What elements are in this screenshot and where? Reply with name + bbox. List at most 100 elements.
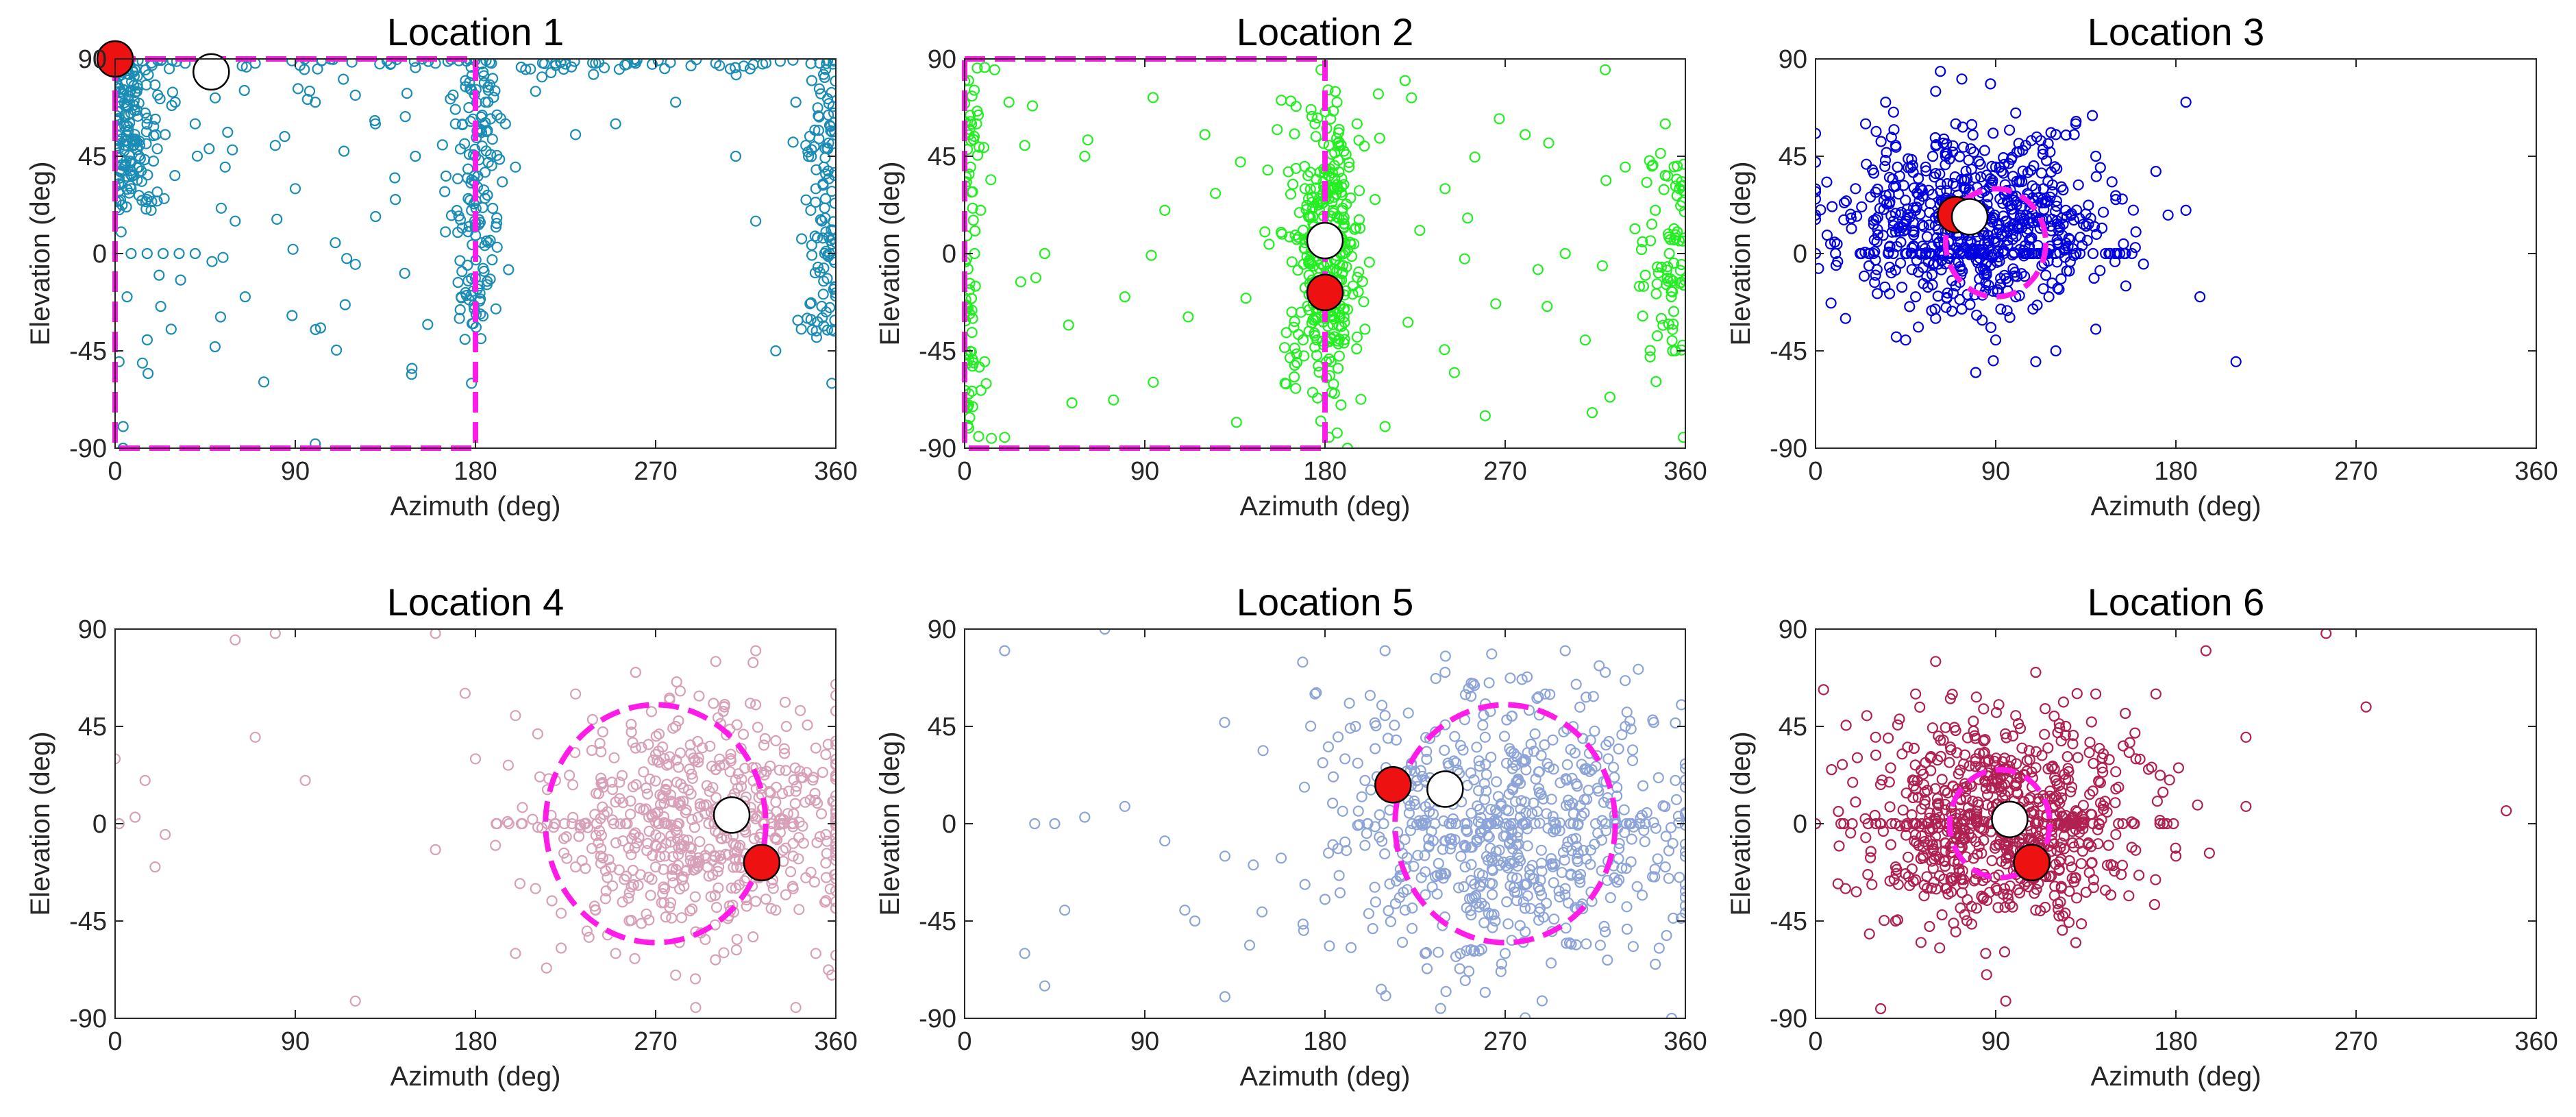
scatter-point xyxy=(2130,226,2142,238)
scatter-point xyxy=(1119,800,1130,812)
scatter-point xyxy=(149,113,161,125)
scatter-point xyxy=(1679,879,1685,890)
x-tick-label: 270 xyxy=(1483,457,1526,486)
scatter-point xyxy=(1500,860,1512,872)
x-tick-label: 90 xyxy=(1981,1027,2010,1056)
scatter-point xyxy=(828,216,836,228)
scatter-point xyxy=(787,850,799,862)
scatter-point xyxy=(2168,818,2179,830)
scatter-point xyxy=(660,911,671,923)
scatter-point xyxy=(1353,266,1365,278)
scatter-point xyxy=(830,844,836,855)
scatter-point xyxy=(752,722,764,733)
scatter-point xyxy=(656,842,667,854)
scatter-point xyxy=(1656,261,1668,273)
scatter-point xyxy=(1145,249,1157,261)
scatter-point xyxy=(1846,223,1857,234)
scatter-point xyxy=(314,322,326,334)
scatter-point xyxy=(1339,753,1351,765)
scatter-point xyxy=(1997,167,2009,179)
scatter-point xyxy=(166,86,178,98)
scatter-point xyxy=(2088,757,2099,770)
y-axis-label: Elevation (deg) xyxy=(1726,161,1756,345)
scatter-point xyxy=(1487,889,1498,900)
scatter-point xyxy=(558,847,570,859)
scatter-point xyxy=(1159,835,1171,847)
scatter-point xyxy=(563,770,575,781)
scatter-point xyxy=(1306,110,1318,122)
scatter-point xyxy=(532,728,544,740)
scatter-point xyxy=(1325,113,1337,125)
scatter-point xyxy=(1670,717,1681,729)
scatter-point xyxy=(2094,265,2106,276)
scatter-point xyxy=(826,126,836,138)
scatter-point xyxy=(142,169,153,181)
scatter-point xyxy=(1563,794,1574,806)
scatter-point xyxy=(1879,154,1892,167)
scatter-point xyxy=(1954,293,1966,306)
scatter-point xyxy=(1931,139,1942,151)
scatter-point xyxy=(1550,818,1561,830)
scatter-point xyxy=(2109,797,2121,809)
scatter-point xyxy=(1408,860,1420,872)
scatter-point xyxy=(1248,859,1259,871)
scatter-point xyxy=(2050,129,2061,140)
scatter-point xyxy=(667,722,679,734)
scatter-point xyxy=(1878,195,1890,206)
y-tick-label: -45 xyxy=(919,907,956,936)
scatter-point xyxy=(2194,291,2206,303)
scatter-point xyxy=(597,852,609,864)
scatter-point xyxy=(1331,97,1343,108)
scatter-point xyxy=(787,818,800,830)
scatter-point xyxy=(1970,753,1981,765)
scatter-point xyxy=(692,735,704,748)
scatter-point xyxy=(1850,183,1861,195)
scatter-point xyxy=(2072,752,2083,763)
scatter-point xyxy=(1450,757,1462,769)
scatter-point xyxy=(2052,282,2064,294)
scatter-point xyxy=(787,59,799,66)
scatter-point xyxy=(410,62,421,73)
scatter-point xyxy=(2050,206,2061,217)
scatter-point xyxy=(502,759,515,771)
scatter-point xyxy=(1935,750,1946,763)
scatter-point xyxy=(830,678,836,690)
scatter-point xyxy=(830,705,836,717)
scatter-point xyxy=(659,62,671,75)
white-marker xyxy=(1950,198,1989,236)
scatter-point xyxy=(811,232,823,244)
scatter-point xyxy=(1940,258,1951,270)
scatter-point xyxy=(626,833,638,844)
scatter-point xyxy=(1840,883,1851,894)
scatter-point xyxy=(673,818,685,830)
scatter-point xyxy=(829,256,836,269)
scatter-point xyxy=(2129,242,2141,254)
scatter-point xyxy=(1311,349,1323,361)
scatter-point xyxy=(1421,746,1433,757)
scatter-point xyxy=(1406,92,1417,103)
scatter-point xyxy=(1548,763,1559,775)
scatter-point xyxy=(805,297,817,308)
scatter-point xyxy=(1647,159,1659,171)
scatter-point xyxy=(652,754,663,766)
scatter-point xyxy=(1590,761,1602,772)
scatter-point xyxy=(1359,323,1371,335)
scatter-point xyxy=(2066,818,2078,830)
scatter-point xyxy=(2150,688,2162,700)
scatter-point xyxy=(1327,771,1339,783)
scatter-point xyxy=(1345,238,1357,250)
scatter-point xyxy=(1648,717,1659,728)
scatter-point xyxy=(1883,171,1895,183)
scatter-point xyxy=(673,761,684,773)
scatter-point xyxy=(2109,256,2121,267)
scatter-point xyxy=(2016,175,2028,188)
scatter-point xyxy=(1369,881,1380,893)
scatter-point xyxy=(1581,938,1592,950)
scatter-point xyxy=(974,141,985,153)
scatter-point xyxy=(2093,775,2105,787)
scatter-point xyxy=(1520,926,1531,937)
scatter-point xyxy=(1957,247,1969,260)
scatter-point xyxy=(820,895,832,907)
scatter-point xyxy=(1594,660,1605,672)
